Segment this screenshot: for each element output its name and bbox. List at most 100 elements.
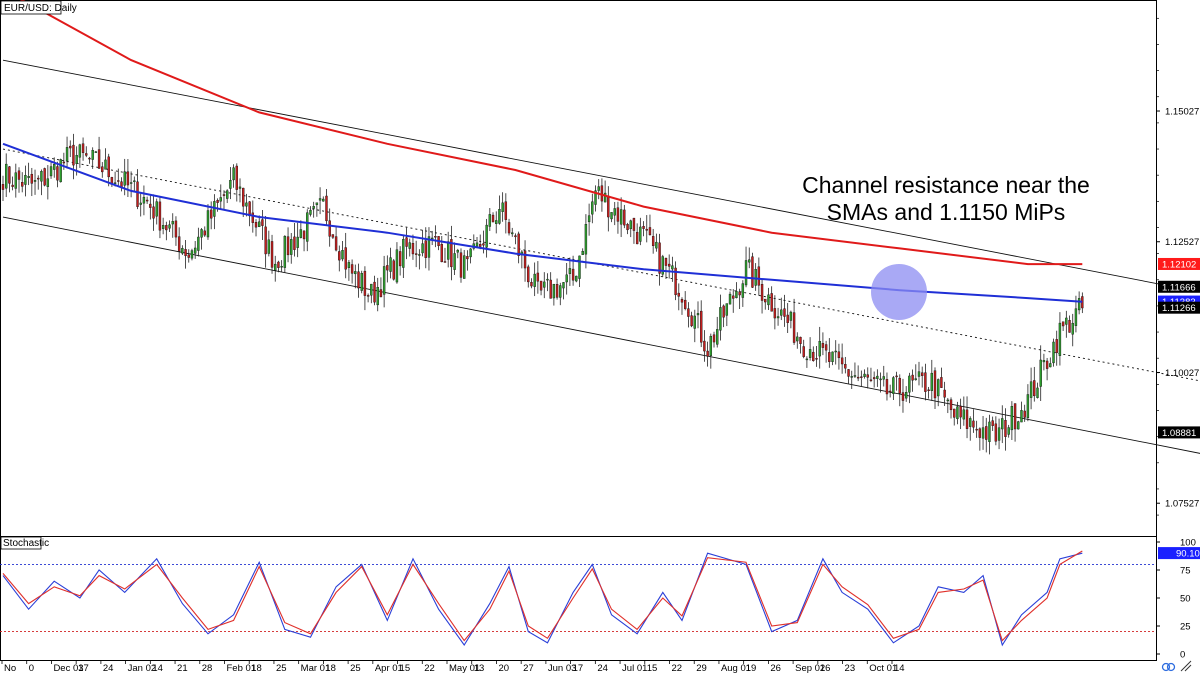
candle [956, 406, 959, 420]
candle [155, 201, 158, 217]
candle [773, 308, 777, 319]
candle [927, 389, 930, 392]
candle [1074, 308, 1078, 326]
candle [514, 235, 517, 238]
candle [306, 212, 309, 242]
annotation-line-1: Channel resistance near the [802, 172, 1090, 198]
candle [338, 251, 341, 261]
candle [680, 299, 684, 303]
candle [709, 335, 713, 356]
candle [69, 145, 72, 149]
candle [312, 206, 315, 209]
candle [1061, 321, 1065, 327]
candle [581, 251, 584, 255]
candle [245, 202, 248, 207]
time-tick-label: Aug 01 [721, 663, 751, 674]
stoch-value-label: 90.10 [1176, 549, 1200, 560]
time-tick-label: Jul 01 [622, 663, 647, 674]
candle [206, 210, 210, 238]
candle [805, 358, 809, 361]
candle [200, 229, 203, 238]
candle [158, 201, 162, 231]
candle [274, 263, 277, 271]
candle [325, 195, 328, 222]
candle [1042, 360, 1046, 363]
candle [722, 305, 725, 318]
price-badge [1158, 301, 1200, 314]
time-tick-label: 22 [672, 663, 683, 674]
candle [402, 238, 405, 268]
candle [892, 377, 895, 394]
candle [504, 201, 508, 220]
candle [354, 271, 357, 275]
candle [587, 215, 591, 223]
candle [543, 281, 546, 288]
candle [552, 283, 556, 299]
candle [632, 217, 636, 231]
stochastic-axis: 100 75 50 25 0 90.10 [1156, 538, 1200, 661]
price-tick-label: 1.07527 [1165, 499, 1199, 510]
candle [885, 379, 889, 395]
resize-icon[interactable] [1180, 660, 1192, 672]
candle [1013, 403, 1017, 430]
candle [908, 375, 911, 393]
candle [270, 241, 274, 268]
candle [1052, 341, 1055, 364]
time-tick-label: 28 [202, 663, 213, 674]
candle [930, 372, 934, 391]
candle [43, 168, 46, 186]
candle [197, 236, 200, 251]
chain-icon [1161, 662, 1176, 672]
candle [575, 275, 578, 282]
candle [667, 263, 671, 267]
stoch-tick-label: 0 [1180, 650, 1185, 661]
candle [914, 378, 917, 380]
candle [53, 164, 56, 170]
main-title: EUR/USD: Daily [4, 3, 77, 14]
candle [767, 294, 770, 306]
candle [424, 240, 427, 258]
candle [331, 234, 335, 238]
candle [101, 166, 104, 173]
candle [856, 376, 860, 379]
candle [418, 254, 421, 256]
candle [315, 202, 319, 205]
time-tick-label: 17 [78, 663, 89, 674]
candle [373, 281, 376, 303]
candle [309, 209, 312, 215]
candle [619, 209, 623, 225]
candle [789, 311, 793, 321]
candle [642, 226, 645, 229]
candle [290, 239, 293, 255]
candle [165, 225, 168, 231]
time-tick-label: 29 [696, 663, 707, 674]
candle [421, 243, 424, 254]
stoch-value-badge [1158, 547, 1200, 560]
stoch-tick-label: 25 [1180, 622, 1191, 633]
candles [1, 133, 1084, 455]
candle [683, 299, 687, 309]
candle [812, 351, 815, 362]
candle [443, 261, 447, 263]
candle [533, 273, 536, 287]
candle [988, 421, 991, 442]
candle [584, 224, 588, 255]
candle [562, 282, 565, 289]
candle [1033, 380, 1036, 397]
candle [783, 308, 786, 317]
candle [888, 390, 892, 393]
candle [11, 184, 14, 187]
candle [184, 249, 187, 257]
candle [395, 249, 399, 283]
candle [943, 389, 946, 398]
candle [168, 224, 171, 229]
candle [549, 279, 552, 299]
candle [623, 209, 626, 226]
candle [177, 236, 181, 252]
candle [748, 259, 751, 263]
time-tick-label: No [4, 663, 16, 674]
candle [450, 239, 453, 268]
price-badge [1158, 280, 1200, 293]
